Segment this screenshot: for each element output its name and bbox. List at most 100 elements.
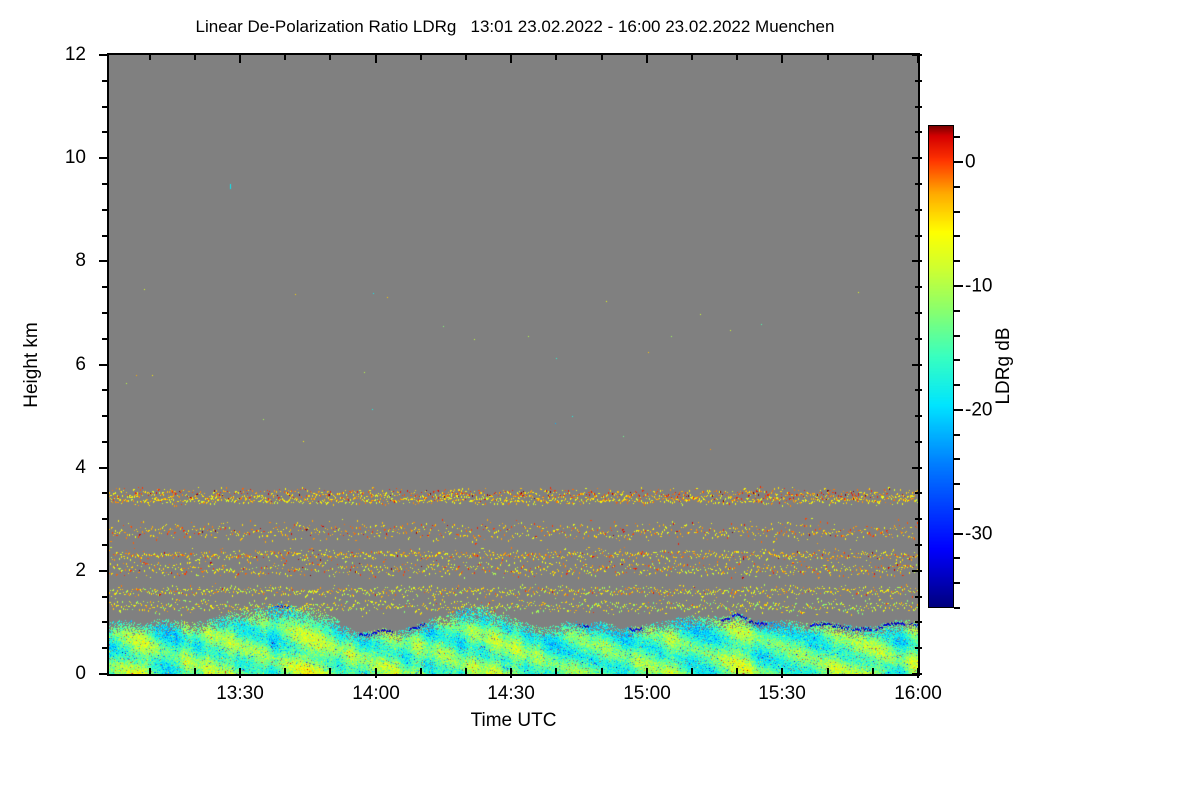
x-tick-minor: [555, 668, 557, 675]
x-tick-label: 13:30: [216, 683, 264, 704]
x-tick-major: [375, 668, 377, 678]
y-tick-minor: [102, 518, 109, 520]
colorbar-gradient: [929, 126, 953, 607]
y-tick-minor-right: [915, 518, 922, 520]
y-tick-minor: [102, 492, 109, 494]
y-tick-minor-right: [915, 286, 922, 288]
y-tick-major: [99, 260, 109, 262]
x-tick-minor: [465, 668, 467, 675]
x-tick-minor-top: [827, 53, 829, 60]
x-tick-minor-top: [149, 53, 151, 60]
y-axis-title: Height km: [21, 322, 42, 408]
y-tick-major-right: [912, 467, 922, 469]
colorbar-tick-minor: [954, 359, 960, 361]
colorbar-tick-minor: [954, 136, 960, 138]
x-tick-major-top: [239, 53, 241, 63]
y-tick-label: 10: [64, 147, 86, 168]
y-tick-minor-right: [915, 312, 922, 314]
x-tick-minor: [194, 668, 196, 675]
y-tick-major-right: [912, 570, 922, 572]
colorbar-tick-major: [954, 409, 963, 411]
y-tick-minor: [102, 80, 109, 82]
x-tick-minor: [691, 668, 693, 675]
x-tick-minor-top: [284, 53, 286, 60]
x-tick-minor-top: [465, 53, 467, 60]
y-tick-label: 12: [64, 44, 86, 65]
y-tick-minor: [102, 286, 109, 288]
colorbar-tick-major: [954, 285, 963, 287]
y-tick-minor-right: [915, 209, 922, 211]
x-tick-minor: [601, 668, 603, 675]
y-tick-major-right: [912, 364, 922, 366]
colorbar-tick-minor: [954, 384, 960, 386]
colorbar-tick-minor: [954, 310, 960, 312]
x-tick-minor-top: [872, 53, 874, 60]
y-tick-minor-right: [915, 235, 922, 237]
x-tick-minor-top: [194, 53, 196, 60]
y-tick-label: 0: [75, 663, 86, 684]
colorbar-tick-minor: [954, 335, 960, 337]
x-tick-label: 14:00: [352, 683, 400, 704]
x-tick-label: 14:30: [487, 683, 535, 704]
x-tick-minor-top: [555, 53, 557, 60]
y-tick-minor-right: [915, 621, 922, 623]
y-tick-major: [99, 467, 109, 469]
colorbar-tick-label: -20: [965, 399, 993, 421]
x-tick-minor: [149, 668, 151, 675]
y-tick-minor: [102, 312, 109, 314]
colorbar-tick-minor: [954, 508, 960, 510]
y-tick-major: [99, 364, 109, 366]
x-axis-title: Time UTC: [470, 710, 557, 731]
x-tick-minor-top: [691, 53, 693, 60]
y-tick-minor: [102, 389, 109, 391]
y-tick-minor: [102, 183, 109, 185]
y-tick-minor-right: [915, 80, 922, 82]
x-tick-major-top: [781, 53, 783, 63]
x-tick-minor-top: [601, 53, 603, 60]
x-tick-major-top: [917, 53, 919, 63]
x-tick-minor: [420, 668, 422, 675]
y-tick-minor: [102, 235, 109, 237]
y-tick-minor-right: [915, 441, 922, 443]
colorbar-tick-minor: [954, 235, 960, 237]
colorbar-tick-major: [954, 161, 963, 163]
heatmap-canvas: [109, 55, 918, 674]
colorbar-tick-minor: [954, 557, 960, 559]
y-tick-major: [99, 570, 109, 572]
y-tick-minor-right: [915, 106, 922, 108]
x-tick-label: 15:30: [758, 683, 806, 704]
x-tick-major: [646, 668, 648, 678]
x-tick-minor-top: [329, 53, 331, 60]
y-tick-minor-right: [915, 647, 922, 649]
y-tick-minor: [102, 544, 109, 546]
y-tick-label: 6: [75, 354, 86, 375]
colorbar-tick-minor: [954, 483, 960, 485]
x-tick-major: [510, 668, 512, 678]
y-tick-minor-right: [915, 544, 922, 546]
y-tick-minor: [102, 131, 109, 133]
colorbar-tick-minor: [954, 260, 960, 262]
colorbar-title: LDRg dB: [993, 327, 1014, 405]
colorbar-tick-label: -10: [965, 275, 993, 297]
y-tick-minor: [102, 338, 109, 340]
x-tick-major: [917, 668, 919, 678]
y-tick-minor: [102, 596, 109, 598]
x-tick-minor-top: [736, 53, 738, 60]
page-title: Linear De-Polarization Ratio LDRg 13:01 …: [195, 17, 835, 36]
colorbar-tick-minor: [954, 458, 960, 460]
y-tick-minor: [102, 647, 109, 649]
colorbar: [928, 125, 954, 608]
y-tick-minor: [102, 415, 109, 417]
y-tick-minor-right: [915, 415, 922, 417]
x-tick-label: 16:00: [894, 683, 942, 704]
colorbar-tick-major: [954, 533, 963, 535]
colorbar-tick-minor: [954, 607, 960, 609]
y-tick-minor-right: [915, 389, 922, 391]
x-tick-major-top: [375, 53, 377, 63]
x-tick-minor: [872, 668, 874, 675]
colorbar-tick-label: -30: [965, 523, 993, 545]
y-tick-minor: [102, 441, 109, 443]
y-tick-minor-right: [915, 183, 922, 185]
y-tick-label: 2: [75, 560, 86, 581]
